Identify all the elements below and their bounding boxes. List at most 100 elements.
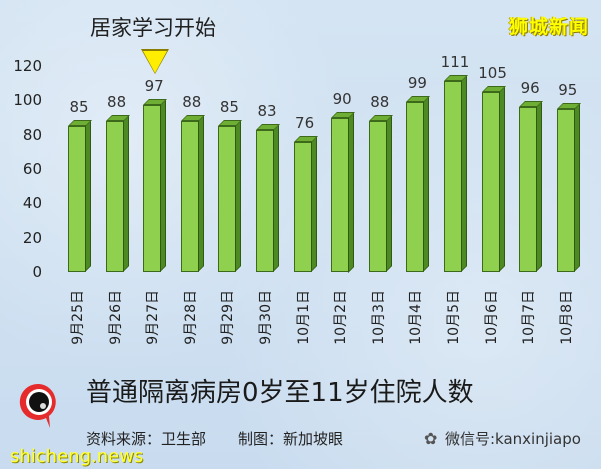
- bar-side: [385, 114, 392, 272]
- x-tick-label: 9月29日: [217, 290, 237, 370]
- site-watermark: shicheng.news: [10, 446, 144, 467]
- bar-value-label: 88: [107, 92, 127, 111]
- x-tick-text: 10月2日: [333, 290, 350, 345]
- bar-value-label: 88: [370, 92, 390, 111]
- bar: [293, 135, 318, 272]
- bar-front: [519, 107, 538, 272]
- bar: [331, 111, 356, 272]
- x-tick-label: 10月8日: [556, 290, 576, 370]
- x-tick-text: 9月29日: [220, 290, 237, 345]
- bar-front: [143, 105, 162, 272]
- logo-icon: [16, 378, 62, 428]
- x-tick-text: 9月30日: [258, 290, 274, 345]
- bar-front: [180, 120, 199, 272]
- bar-value-label: 76: [295, 113, 315, 132]
- x-tick-text: 9月27日: [145, 290, 162, 345]
- bar-side: [348, 111, 355, 272]
- x-tick-label: 10月5日: [443, 290, 463, 370]
- bar-front: [68, 126, 86, 272]
- y-tick-label: 80: [22, 125, 42, 144]
- bar-front: [406, 102, 425, 272]
- x-tick-label: 10月3日: [368, 290, 388, 370]
- y-tick-label: 100: [13, 91, 42, 110]
- bar-side: [573, 102, 580, 272]
- x-tick-text: 9月26日: [107, 290, 124, 345]
- bar-side: [85, 120, 91, 272]
- x-tick-label: 9月26日: [105, 290, 125, 370]
- x-tick-label: 9月27日: [142, 290, 162, 370]
- bar-side: [536, 101, 543, 272]
- bar-front: [105, 120, 124, 272]
- x-tick-label: 10月2日: [330, 290, 350, 370]
- y-tick-label: 60: [22, 160, 42, 178]
- bar: [180, 114, 205, 272]
- bar-value-label: 88: [182, 92, 202, 111]
- marker-triangle-icon: [143, 51, 167, 73]
- bar-front: [481, 91, 500, 272]
- bar-value-label: 85: [219, 98, 239, 117]
- wechat-id: 微信号:kanxinjiapo: [445, 430, 581, 448]
- bar-front: [556, 108, 575, 272]
- y-tick-label: 20: [22, 228, 42, 247]
- x-tick-label: 10月7日: [518, 290, 538, 370]
- bar-side: [235, 120, 242, 272]
- x-tick-text: 10月5日: [446, 290, 462, 345]
- y-tick-label: 40: [22, 194, 42, 213]
- bar: [218, 120, 243, 272]
- bar-value-label: 83: [257, 101, 277, 120]
- bar-value-label: 99: [407, 74, 427, 93]
- x-tick-text: 10月4日: [408, 290, 425, 345]
- bar-value-label: 105: [478, 63, 507, 82]
- bar: [444, 75, 468, 272]
- bar-side: [310, 135, 317, 272]
- bar-side: [160, 99, 167, 272]
- bar-value-label: 95: [558, 80, 578, 99]
- bar: [105, 114, 130, 272]
- x-tick-text: 10月8日: [558, 290, 575, 345]
- bar: [406, 96, 431, 272]
- chart-title: 普通隔离病房0岁至11岁住院人数: [86, 378, 474, 408]
- bar-front: [293, 141, 312, 272]
- x-tick-text: 10月3日: [370, 290, 387, 345]
- x-tick-text: 10月1日: [295, 290, 312, 345]
- event-annotation-label: 居家学习开始: [90, 16, 216, 40]
- bar-side: [273, 123, 279, 272]
- bar-side: [498, 85, 505, 272]
- x-tick-label: 10月1日: [293, 290, 313, 370]
- x-tick-label: 10月4日: [405, 290, 425, 370]
- x-tick-text: 10月7日: [521, 290, 538, 345]
- bar-value-label: 90: [332, 89, 352, 108]
- bar-front: [331, 117, 350, 272]
- bar-value-label: 96: [520, 79, 540, 98]
- bar: [556, 102, 581, 272]
- bar-value-label: 97: [144, 77, 164, 96]
- wechat-icon: ✿: [424, 429, 438, 448]
- brand-watermark: 狮城新闻: [508, 16, 589, 38]
- x-tick-label: 10月6日: [481, 290, 501, 370]
- bar: [256, 123, 280, 272]
- x-tick-label: 9月28日: [180, 290, 200, 370]
- bar-side: [122, 114, 129, 272]
- bar-front: [256, 129, 274, 272]
- bar-front: [368, 120, 387, 272]
- bar: [143, 99, 168, 272]
- x-tick-text: 9月25日: [70, 290, 86, 345]
- y-tick-label: 0: [32, 263, 42, 281]
- x-tick-text: 10月6日: [483, 290, 500, 345]
- bar-value-label: 85: [69, 98, 89, 117]
- bar: [481, 85, 506, 272]
- x-tick-label: 9月25日: [67, 290, 87, 370]
- bar: [68, 120, 92, 272]
- bar-side: [197, 114, 204, 272]
- y-tick-label: 120: [13, 57, 42, 75]
- x-tick-label: 9月30日: [255, 290, 275, 370]
- bar-side: [423, 96, 430, 272]
- bar-value-label: 111: [440, 53, 470, 72]
- chart-credit: 制图：新加坡眼: [238, 430, 344, 448]
- bar-front: [444, 81, 462, 272]
- bar: [368, 114, 393, 272]
- bar-front: [218, 126, 237, 272]
- bar-side: [461, 75, 467, 272]
- x-tick-text: 9月28日: [182, 290, 199, 345]
- bar: [519, 101, 544, 272]
